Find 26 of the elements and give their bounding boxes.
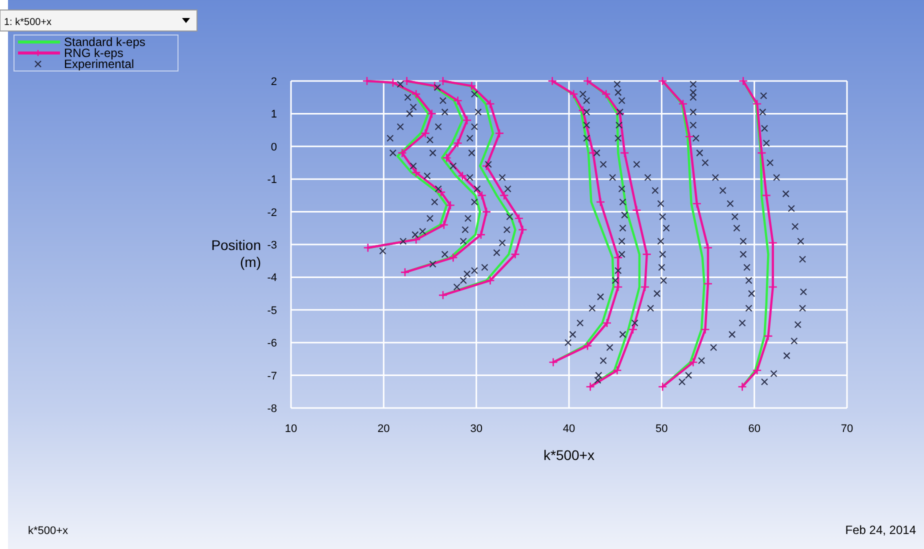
y-tick-label: -3 <box>267 240 277 252</box>
x-tick-label: 40 <box>562 423 576 435</box>
y-tick-label: -1 <box>267 174 277 186</box>
y-tick-label: -4 <box>267 272 277 284</box>
x-tick-label: 30 <box>470 423 482 435</box>
y-tick-label: 1 <box>270 108 277 121</box>
legend-label: RNG k-eps <box>64 46 124 60</box>
y-tick-label: -8 <box>267 403 277 415</box>
legend-label: Standard k-eps <box>64 35 146 49</box>
x-tick-label: 50 <box>656 423 668 435</box>
y-tick-label: -5 <box>267 304 277 317</box>
y-tick-label: -6 <box>267 338 277 350</box>
y-tick-label: -7 <box>267 370 277 382</box>
x-tick-label: 60 <box>748 423 760 435</box>
y-tick-label: -2 <box>267 206 277 219</box>
y-tick-label: 2 <box>270 76 277 88</box>
x-tick-label: 20 <box>378 423 390 435</box>
x-axis-title: k*500+x <box>544 447 594 463</box>
x-tick-label: 70 <box>840 423 854 435</box>
text: 1: k*500+x <box>4 17 52 28</box>
legend-label: Experimental <box>64 57 134 71</box>
y-axis-title: Position (m) <box>211 237 261 270</box>
x-tick-label: 10 <box>284 423 298 435</box>
text: k*500+x <box>28 525 69 537</box>
text: Feb 24, 2014 <box>845 523 916 537</box>
y-tick-label: 0 <box>270 141 277 154</box>
